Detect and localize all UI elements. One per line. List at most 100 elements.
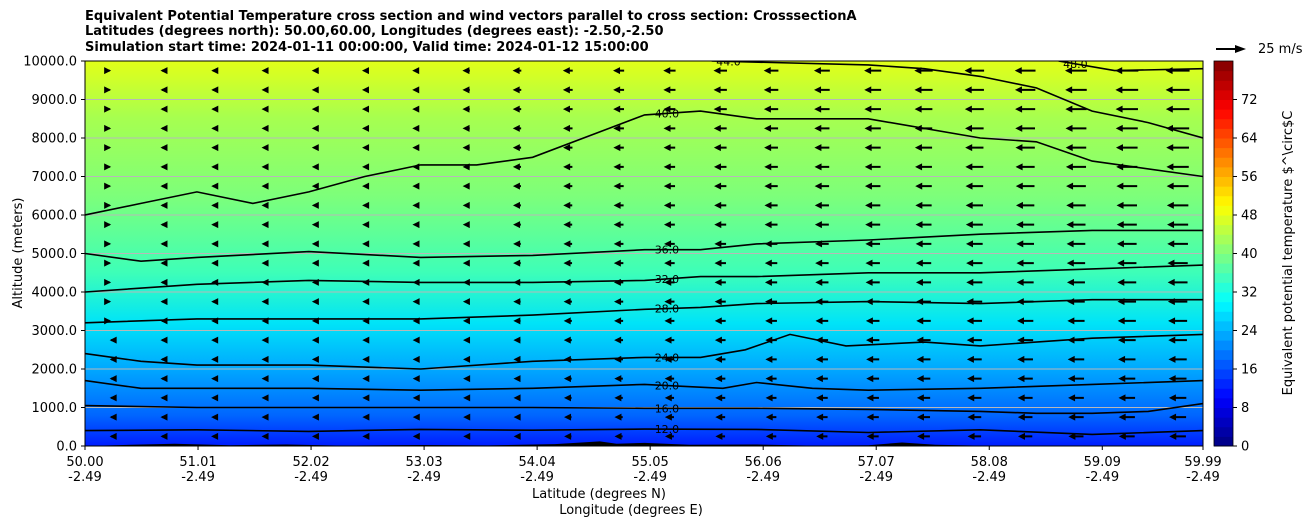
wind-vector-head xyxy=(513,201,521,209)
colorbar-swatch xyxy=(1214,253,1233,264)
x-tick-label-longitude: -2.49 xyxy=(746,470,780,485)
wind-vector-head xyxy=(1017,394,1025,402)
wind-vector-head xyxy=(1117,317,1125,325)
wind-vector-head xyxy=(613,144,621,152)
wind-vector-head xyxy=(814,144,822,152)
wind-vector-head xyxy=(814,86,822,94)
wind-vector-head xyxy=(614,394,622,402)
wind-vector-head xyxy=(1117,278,1125,286)
wind-vector-head xyxy=(866,432,874,440)
wind-vector-head xyxy=(966,259,974,267)
wind-vector-head xyxy=(211,105,219,113)
wind-vector-head xyxy=(714,201,722,209)
wind-vector-head xyxy=(211,355,219,363)
wind-vector-head xyxy=(160,375,168,383)
x-tick-label-longitude: -2.49 xyxy=(520,470,554,485)
wind-vector-head xyxy=(613,124,621,132)
wind-vector-head xyxy=(362,278,370,286)
wind-vector-head xyxy=(613,259,621,267)
wind-vector-head xyxy=(864,86,872,94)
colorbar-tick-label: 72 xyxy=(1241,93,1258,108)
wind-vector-head xyxy=(864,182,872,190)
wind-vector-head xyxy=(713,67,721,75)
wind-vector-head xyxy=(311,105,319,113)
wind-vector-head xyxy=(815,336,823,344)
wind-vector-head xyxy=(211,201,219,209)
contour-label: 48.0 xyxy=(1063,58,1088,71)
wind-vector-head xyxy=(614,413,622,421)
colorbar-swatch xyxy=(1214,407,1233,418)
terrain xyxy=(85,441,1203,446)
wind-vector-head xyxy=(104,67,112,75)
wind-vector-head xyxy=(663,86,671,94)
y-tick-label: 4000.0 xyxy=(32,286,78,301)
wind-vector-head xyxy=(664,259,672,267)
wind-vector-head xyxy=(915,163,923,171)
wind-vector-head xyxy=(211,336,219,344)
wind-vector-head xyxy=(613,278,621,286)
wind-vector-head xyxy=(412,375,420,383)
wind-vector-head xyxy=(663,221,671,229)
wind-vector-head xyxy=(613,163,621,171)
wind-vector-head xyxy=(311,221,319,229)
wind-vector-head xyxy=(715,432,723,440)
x-tick-label-latitude: 51.01 xyxy=(179,455,216,470)
wind-vector-head xyxy=(864,67,872,75)
x-tick-label-longitude: -2.49 xyxy=(972,470,1006,485)
wind-vector-head xyxy=(513,394,521,402)
wind-vector-head xyxy=(311,86,319,94)
wind-vector-head xyxy=(462,278,470,286)
wind-vector-head xyxy=(261,144,269,152)
wind-vector-head xyxy=(1014,86,1022,94)
y-tick-label: 5000.0 xyxy=(32,247,78,262)
wind-vector-head xyxy=(1168,375,1176,383)
wind-vector-head xyxy=(815,317,823,325)
wind-vector-head xyxy=(261,163,269,171)
colorbar-swatch xyxy=(1214,147,1233,158)
wind-vector-head xyxy=(412,298,420,306)
colorbar-swatch xyxy=(1214,426,1233,437)
wind-vector-head xyxy=(109,375,117,383)
wind-vector-head xyxy=(261,67,269,75)
wind-vector-head xyxy=(412,67,420,75)
wind-vector-head xyxy=(964,105,972,113)
wind-vector-head xyxy=(160,298,168,306)
wind-vector-head xyxy=(563,144,571,152)
wind-vector-head xyxy=(1016,259,1024,267)
x-tick-label-latitude: 55.05 xyxy=(632,455,669,470)
wind-vector-head xyxy=(412,86,420,94)
wind-vector-head xyxy=(362,355,370,363)
wind-vector-head xyxy=(362,163,370,171)
contour-line xyxy=(85,298,1203,324)
wind-vector-head xyxy=(765,355,773,363)
wind-vector-head xyxy=(1064,67,1072,75)
wind-vector-head xyxy=(1066,182,1074,190)
wind-vector-head xyxy=(513,240,521,248)
wind-vector-head xyxy=(211,394,219,402)
y-tick-label: 7000.0 xyxy=(32,170,78,185)
wind-vector-head xyxy=(714,317,722,325)
wind-vector-head xyxy=(663,105,671,113)
wind-vector-head xyxy=(211,86,219,94)
x-tick-label-latitude: 59.99 xyxy=(1184,455,1221,470)
x-tick-label-longitude: -2.49 xyxy=(68,470,102,485)
wind-vector-head xyxy=(965,201,973,209)
colorbar-swatch xyxy=(1214,359,1233,370)
wind-vector-head xyxy=(311,317,319,325)
wind-vector-head xyxy=(362,201,370,209)
wind-vector-head xyxy=(917,432,925,440)
wind-vector-head xyxy=(563,182,571,190)
wind-vector-head xyxy=(1166,163,1174,171)
x-tick-label-longitude: -2.49 xyxy=(633,470,667,485)
wind-vector-head xyxy=(663,144,671,152)
wind-vector-head xyxy=(1115,124,1123,132)
wind-vector-head xyxy=(563,394,571,402)
wind-vector-head xyxy=(261,375,269,383)
wind-vector-head xyxy=(261,182,269,190)
wind-vector-head xyxy=(104,201,112,209)
wind-vector-head xyxy=(362,298,370,306)
wind-vector-head xyxy=(815,375,823,383)
wind-vector-head xyxy=(1166,124,1174,132)
wind-vector-head xyxy=(916,336,924,344)
